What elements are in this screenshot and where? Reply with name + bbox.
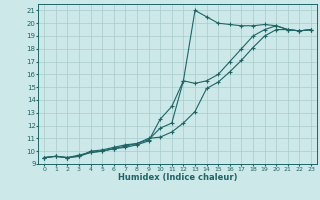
X-axis label: Humidex (Indice chaleur): Humidex (Indice chaleur): [118, 173, 237, 182]
